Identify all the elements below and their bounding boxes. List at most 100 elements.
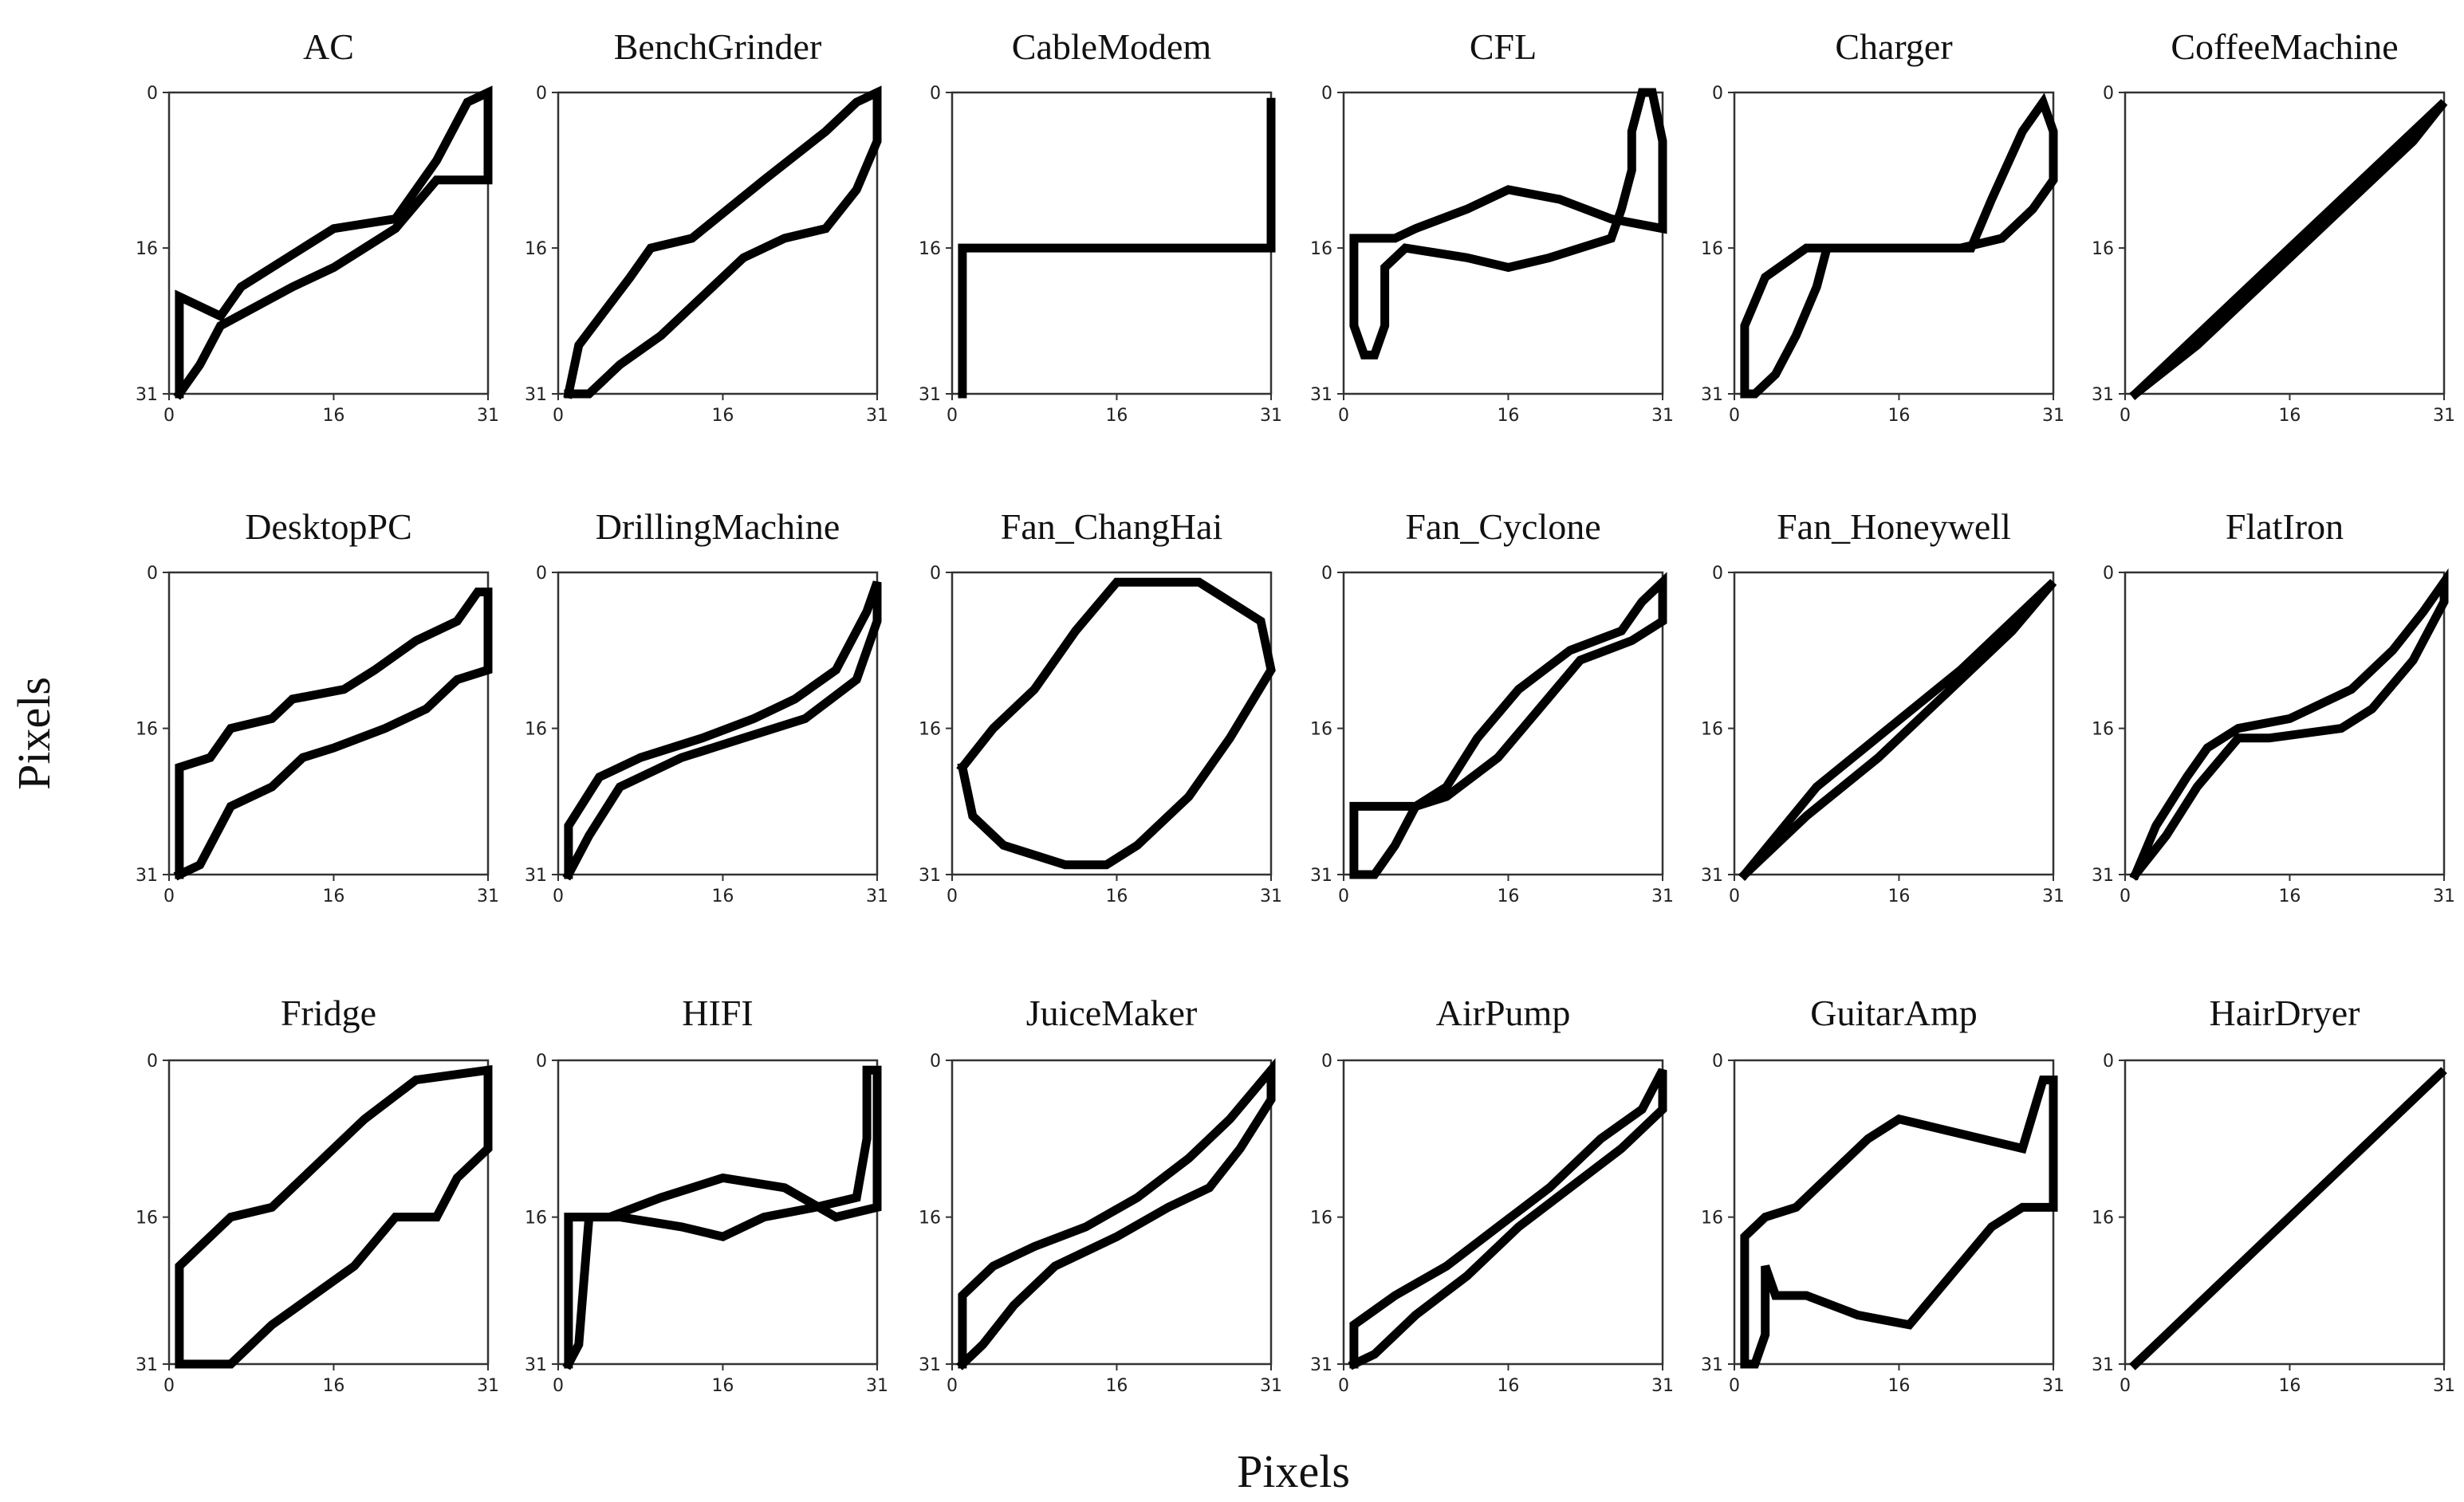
plot-frame [2124,1059,2446,1366]
x-tick-label: 0 [1338,406,1349,426]
y-axis-label: Pixels [8,677,60,790]
subplot-title: DesktopPC [245,506,412,547]
trajectory-curve [563,85,882,399]
y-tick-label: 16 [525,239,547,259]
x-tick-label: 16 [2278,406,2301,426]
y-tick-label: 0 [536,564,547,584]
x-tick-label: 0 [163,1376,175,1396]
subplot-hifi: HIFI 0 16 31 0 16 31 [525,993,888,1396]
y-tick-label: 31 [1701,1355,1723,1375]
subplot-title: CableModem [1012,26,1212,67]
plot-frame [1733,91,2055,395]
x-tick-label: 0 [1338,1376,1349,1396]
y-tick-label: 16 [2092,1209,2114,1229]
y-tick-label: 16 [2092,720,2114,740]
subplot-title: FlatIron [2226,506,2344,547]
y-tick-label: 0 [930,84,941,104]
trajectory-curve [956,1058,1276,1370]
y-tick-label: 16 [136,720,158,740]
y-tick-label: 31 [1310,385,1332,405]
x-tick-label: 16 [2278,1376,2301,1396]
subplot-title: GuitarAmp [1810,993,1978,1033]
plot-frame [1342,1059,1664,1366]
x-tick-label: 0 [947,406,958,426]
trajectory-curve [1740,92,2058,399]
y-tick-label: 0 [930,564,941,584]
y-tick-label: 0 [2103,564,2114,584]
trajectory-curve [2129,1067,2447,1370]
subplot-fan-cyclone: Fan_Cyclone 0 16 31 0 16 31 [1310,506,1674,906]
y-tick-label: 16 [525,720,547,740]
y-tick-label: 31 [1701,866,1723,886]
y-tick-label: 16 [136,239,158,259]
y-tick-label: 16 [1310,239,1332,259]
y-tick-label: 0 [2103,1052,2114,1071]
y-tick-label: 31 [136,1355,158,1375]
x-tick-label: 16 [1105,406,1128,426]
x-tick-label: 31 [1651,887,1674,906]
y-tick-label: 31 [525,1355,547,1375]
y-tick-label: 31 [2092,1355,2114,1375]
plot-frame [167,91,490,395]
x-tick-label: 0 [163,887,175,906]
y-tick-label: 31 [919,866,941,886]
subplot-title: CFL [1470,26,1537,67]
y-tick-label: 31 [525,866,547,886]
y-tick-label: 16 [919,239,941,259]
trajectory-curve [2129,99,2448,400]
subplot-juicemaker: JuiceMaker 0 16 31 0 16 31 [919,993,1282,1396]
subplot-hairdryer: HairDryer 0 16 31 0 16 31 [2092,993,2455,1396]
x-tick-label: 16 [711,887,734,906]
y-tick-label: 31 [1310,866,1332,886]
x-tick-label: 16 [322,406,344,426]
x-tick-label: 16 [711,406,734,426]
subplot-guitaramp: GuitarAmp 0 16 31 0 16 31 [1701,993,2064,1396]
trajectory-curve [958,97,1276,399]
x-tick-label: 16 [1497,406,1519,426]
x-tick-label: 0 [2120,1376,2131,1396]
x-tick-label: 31 [866,887,888,906]
y-tick-label: 16 [525,1209,547,1229]
x-tick-label: 0 [2120,406,2131,426]
x-tick-label: 0 [1729,406,1740,426]
plot-frame [951,91,1273,395]
subplot-title: HIFI [682,993,753,1033]
subplot-title: CoffeeMachine [2171,26,2398,67]
trajectory-curve [1348,1068,1667,1370]
trajectory-curve [1349,88,1667,360]
x-tick-label: 0 [163,406,175,426]
y-tick-label: 31 [919,1355,941,1375]
subplot-coffeemachine: CoffeeMachine 0 16 31 0 16 31 [2092,26,2455,426]
subplot-title: Fan_ChangHai [1001,506,1223,547]
y-tick-label: 0 [1712,84,1723,104]
y-tick-label: 31 [1701,385,1723,405]
trajectory-curve [1738,579,2057,881]
subplot-title: HairDryer [2209,993,2360,1033]
x-tick-label: 31 [2433,406,2455,426]
x-tick-label: 0 [553,1376,564,1396]
plot-frame [1342,571,1664,876]
plot-frame [1342,91,1664,395]
x-tick-label: 31 [2433,1376,2455,1396]
x-axis-label: Pixels [1237,1445,1350,1497]
trajectory-curve [956,577,1276,870]
x-tick-label: 16 [1887,887,1910,906]
y-tick-label: 16 [919,720,941,740]
trajectory-curve [562,1065,882,1370]
x-tick-label: 0 [1729,887,1740,906]
y-tick-label: 0 [536,84,547,104]
x-tick-label: 0 [947,887,958,906]
x-tick-label: 31 [2433,887,2455,906]
subplot-fan-changhai: Fan_ChangHai 0 16 31 0 16 31 [919,506,1282,906]
y-tick-label: 0 [1321,1052,1332,1071]
x-tick-label: 31 [477,1376,499,1396]
x-tick-label: 0 [1338,887,1349,906]
y-tick-label: 16 [1701,720,1723,740]
subplot-charger: Charger 0 16 31 0 16 31 [1701,26,2064,426]
x-tick-label: 16 [1497,887,1519,906]
x-tick-label: 31 [1651,1376,1674,1396]
x-tick-label: 0 [947,1376,958,1396]
